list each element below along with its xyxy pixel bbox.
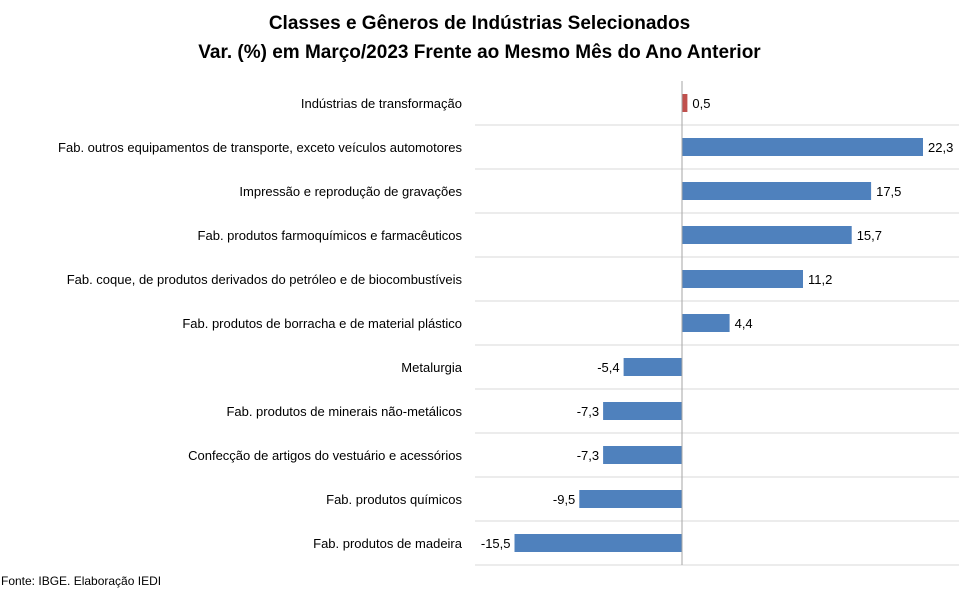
- data-label: -7,3: [577, 404, 599, 419]
- category-label: Fab. produtos farmoquímicos e farmacêuti…: [198, 228, 463, 243]
- category-label: Fab. produtos de minerais não-metálicos: [226, 404, 462, 419]
- bar: [682, 314, 730, 332]
- bar: [682, 138, 923, 156]
- chart-subtitle: Var. (%) em Março/2023 Frente ao Mesmo M…: [198, 42, 761, 63]
- category-label: Confecção de artigos do vestuário e aces…: [188, 448, 462, 463]
- bar: [603, 446, 682, 464]
- category-label: Fab. produtos de borracha e de material …: [182, 316, 462, 331]
- bar: [579, 490, 682, 508]
- bar: [682, 94, 688, 112]
- category-label: Fab. coque, de produtos derivados do pet…: [67, 272, 463, 287]
- bar: [682, 226, 852, 244]
- category-label: Indústrias de transformação: [301, 96, 462, 111]
- bar: [682, 270, 803, 288]
- bar: [623, 358, 682, 376]
- bar: [682, 182, 872, 200]
- bar: [514, 534, 682, 552]
- source-footnote: Fonte: IBGE. Elaboração IEDI: [1, 574, 162, 588]
- data-label: 4,4: [735, 316, 753, 331]
- category-label: Fab. outros equipamentos de transporte, …: [58, 140, 462, 155]
- data-label: 0,5: [692, 96, 710, 111]
- data-label: -15,5: [481, 536, 511, 551]
- category-label: Metalurgia: [401, 360, 462, 375]
- data-label: -9,5: [553, 492, 575, 507]
- data-label: 11,2: [808, 272, 832, 287]
- data-label: 22,3: [928, 140, 953, 155]
- category-label: Fab. produtos de madeira: [313, 536, 463, 551]
- data-label: 17,5: [876, 184, 901, 199]
- data-label: -7,3: [577, 448, 599, 463]
- data-label: 15,7: [857, 228, 882, 243]
- category-label: Impressão e reprodução de gravações: [239, 184, 462, 199]
- category-label: Fab. produtos químicos: [326, 492, 462, 507]
- bar: [603, 402, 682, 420]
- chart-title: Classes e Gêneros de Indústrias Selecion…: [268, 13, 691, 34]
- data-label: -5,4: [597, 360, 619, 375]
